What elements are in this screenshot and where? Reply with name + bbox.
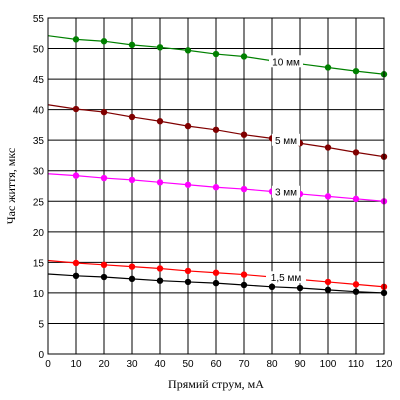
- data-point: [324, 193, 332, 200]
- data-point: [240, 131, 248, 138]
- data-point: [72, 259, 80, 267]
- data-point: [72, 105, 80, 113]
- y-tick-label: 55: [33, 14, 45, 25]
- data-point: [296, 284, 304, 292]
- data-point: [212, 126, 220, 133]
- data-point: [72, 36, 80, 43]
- data-point: [240, 271, 248, 278]
- x-tick-label: 40: [154, 359, 166, 370]
- data-point: [72, 272, 80, 280]
- x-axis-title: Прямий струм, мА: [168, 377, 264, 391]
- data-point: [128, 275, 136, 283]
- data-point: [240, 53, 248, 60]
- x-tick-label: 60: [210, 359, 222, 370]
- data-point: [352, 67, 360, 75]
- data-point: [352, 195, 360, 203]
- data-point: [240, 185, 248, 193]
- data-point: [352, 149, 360, 156]
- series-1: 10 мм: [47, 35, 388, 78]
- data-point: [156, 179, 164, 186]
- y-axis-ticks: 0 5 10 15 20 25 30 35 40 45 50 55: [33, 14, 45, 361]
- y-tick-label: 40: [33, 106, 45, 117]
- series-label: 1,5 мм: [271, 273, 302, 284]
- data-point: [324, 286, 332, 294]
- data-point: [324, 64, 332, 71]
- plot-frame: [47, 17, 385, 355]
- series-label-bg: [266, 271, 306, 284]
- data-point: [156, 44, 164, 51]
- data-point: [100, 261, 108, 269]
- y-tick-label: 30: [33, 167, 45, 178]
- data-point: [184, 181, 192, 188]
- series-layer: 10 мм 5 мм 3 мм 1,5 мм: [47, 35, 388, 297]
- series-label: 3 мм: [275, 188, 297, 199]
- y-axis-title: Час життя, мкс: [4, 148, 18, 224]
- y-tick-label: 20: [33, 228, 45, 239]
- data-point: [128, 113, 136, 121]
- data-point: [352, 281, 360, 288]
- x-tick-label: 110: [348, 359, 364, 370]
- y-tick-label: 0: [38, 350, 44, 361]
- series-3: 3 мм: [47, 172, 388, 205]
- data-point: [212, 269, 220, 276]
- x-tick-label: 10: [70, 359, 82, 370]
- data-point: [212, 50, 220, 58]
- data-point: [72, 172, 80, 179]
- data-point: [212, 184, 220, 191]
- x-tick-label: 100: [320, 359, 337, 370]
- data-point: [240, 281, 248, 289]
- data-point: [324, 144, 332, 151]
- x-tick-label: 120: [376, 359, 393, 370]
- data-point: [100, 273, 108, 281]
- data-point: [184, 122, 192, 130]
- y-tick-label: 10: [33, 289, 45, 300]
- series-label: 5 мм: [275, 136, 297, 147]
- x-tick-label: 0: [45, 359, 51, 370]
- x-tick-label: 50: [182, 359, 194, 370]
- data-point: [324, 278, 332, 286]
- series-label-bg: [272, 185, 300, 198]
- data-point: [128, 41, 136, 49]
- data-point: [156, 265, 164, 272]
- x-tick-label: 30: [126, 359, 138, 370]
- y-tick-label: 45: [33, 75, 45, 86]
- series-2: 5 мм: [47, 104, 388, 160]
- y-tick-label: 5: [38, 319, 44, 330]
- data-point: [100, 174, 108, 182]
- data-point: [100, 108, 108, 116]
- y-tick-label: 25: [33, 197, 45, 208]
- data-point: [128, 176, 136, 184]
- data-point: [268, 283, 276, 290]
- data-point: [100, 38, 108, 45]
- series-label-bg: [269, 55, 303, 68]
- data-point: [128, 263, 136, 270]
- y-tick-label: 15: [33, 258, 45, 269]
- y-tick-label: 35: [33, 136, 45, 147]
- x-tick-label: 90: [294, 359, 306, 370]
- x-tick-label: 70: [238, 359, 250, 370]
- data-point: [156, 277, 164, 284]
- y-tick-label: 50: [33, 45, 45, 56]
- x-tick-label: 20: [98, 359, 110, 370]
- x-tick-label: 80: [266, 359, 278, 370]
- data-point: [184, 47, 192, 54]
- data-point: [184, 278, 192, 286]
- series-label-bg: [272, 133, 300, 146]
- series-4: 1,5 мм: [47, 259, 388, 290]
- data-point: [352, 288, 360, 295]
- series-label: 10 мм: [272, 57, 300, 68]
- data-point: [212, 279, 220, 287]
- data-point: [184, 267, 192, 275]
- data-point: [156, 118, 164, 125]
- x-axis-ticks: 0 10 20 30 40 50 60 70 80 90 100 110 120: [45, 359, 393, 370]
